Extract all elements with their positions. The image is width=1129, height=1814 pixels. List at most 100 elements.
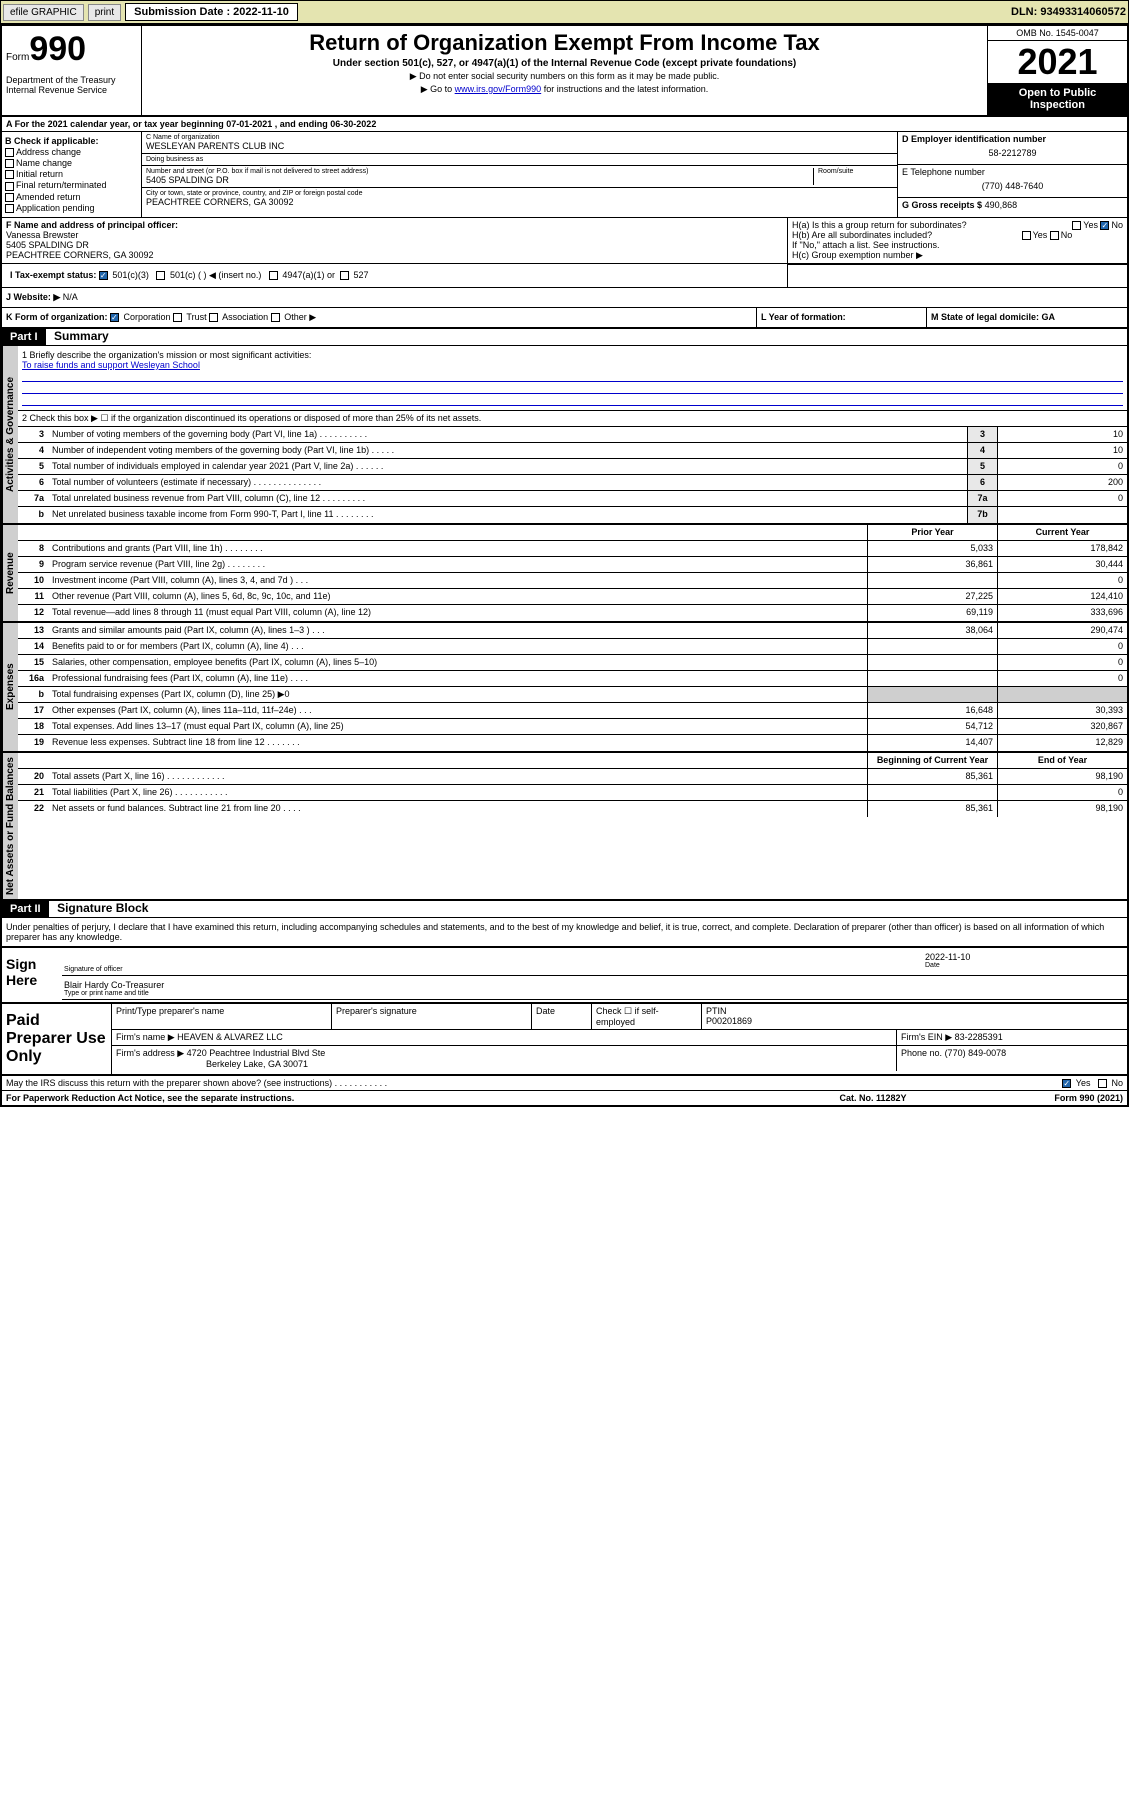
chk-ha-no[interactable]	[1100, 221, 1109, 230]
chk-corp[interactable]	[110, 313, 119, 322]
city-state-zip: PEACHTREE CORNERS, GA 30092	[146, 197, 893, 207]
col-b-check: B Check if applicable: Address change Na…	[2, 132, 142, 217]
row-a-tax-year: A For the 2021 calendar year, or tax yea…	[2, 117, 1127, 132]
chk-527[interactable]	[340, 271, 349, 280]
chk-app-pending[interactable]	[5, 204, 14, 213]
website-row: J Website: ▶ N/A	[2, 288, 1127, 308]
part1-badge: Part I	[2, 329, 46, 345]
sign-here-block: Sign Here Signature of officer 2022-11-1…	[2, 948, 1127, 1004]
summary-line: 15Salaries, other compensation, employee…	[18, 655, 1127, 671]
chk-4947[interactable]	[269, 271, 278, 280]
tax-year: 2021	[988, 41, 1127, 83]
section-bcd: B Check if applicable: Address change Na…	[2, 132, 1127, 218]
summary-line: 21Total liabilities (Part X, line 26) . …	[18, 785, 1127, 801]
part2-header-row: Part II Signature Block	[2, 901, 1127, 918]
summary-line: 8Contributions and grants (Part VIII, li…	[18, 541, 1127, 557]
mission-box: 1 Briefly describe the organization's mi…	[18, 346, 1127, 410]
open-public-badge: Open to Public Inspection	[988, 83, 1127, 115]
chk-discuss-yes[interactable]	[1062, 1079, 1071, 1088]
section-netassets: Net Assets or Fund Balances Beginning of…	[2, 753, 1127, 901]
summary-line: bTotal fundraising expenses (Part IX, co…	[18, 687, 1127, 703]
declaration: Under penalties of perjury, I declare th…	[2, 918, 1127, 948]
chk-501c[interactable]	[156, 271, 165, 280]
website-value: N/A	[63, 292, 78, 302]
summary-line: 14Benefits paid to or for members (Part …	[18, 639, 1127, 655]
summary-line: 20Total assets (Part X, line 16) . . . .…	[18, 769, 1127, 785]
form-990: Form990 Department of the Treasury Inter…	[0, 24, 1129, 1107]
officer-typed-name: Blair Hardy Co-Treasurer	[64, 980, 1125, 990]
mission-text: To raise funds and support Wesleyan Scho…	[22, 360, 1123, 370]
paid-preparer-label: Paid Preparer Use Only	[2, 1004, 112, 1074]
irs-discuss-row: May the IRS discuss this return with the…	[2, 1076, 1127, 1091]
form-number: 990	[29, 30, 86, 68]
col-c-org: C Name of organizationWESLEYAN PARENTS C…	[142, 132, 897, 217]
summary-line: 3Number of voting members of the governi…	[18, 427, 1127, 443]
part1-header-row: Part I Summary	[2, 329, 1127, 346]
paid-preparer-block: Paid Preparer Use Only Print/Type prepar…	[2, 1004, 1127, 1076]
section-expenses: Expenses 13Grants and similar amounts pa…	[2, 623, 1127, 753]
header-right: OMB No. 1545-0047 2021 Open to Public In…	[987, 26, 1127, 115]
chk-hb-no[interactable]	[1050, 231, 1059, 240]
chk-name-change[interactable]	[5, 159, 14, 168]
header-left: Form990 Department of the Treasury Inter…	[2, 26, 142, 115]
vert-expenses: Expenses	[2, 623, 18, 751]
irs-link[interactable]: www.irs.gov/Form990	[455, 84, 542, 94]
klm-row: K Form of organization: Corporation Trus…	[2, 308, 1127, 329]
chk-final-return[interactable]	[5, 182, 14, 191]
summary-line: 6Total number of volunteers (estimate if…	[18, 475, 1127, 491]
officer-name: Vanessa Brewster	[6, 230, 78, 240]
note-ssn: ▶ Do not enter social security numbers o…	[146, 71, 983, 82]
officer-addr1: 5405 SPALDING DR	[6, 240, 89, 250]
firm-name: HEAVEN & ALVAREZ LLC	[177, 1032, 283, 1042]
print-button[interactable]: print	[88, 4, 121, 21]
chk-address-change[interactable]	[5, 148, 14, 157]
street-address: 5405 SPALDING DR	[146, 175, 813, 185]
firm-addr2: Berkeley Lake, GA 30071	[206, 1059, 308, 1069]
efile-button[interactable]: efile GRAPHIC	[3, 4, 84, 21]
form-ref: Form 990 (2021)	[973, 1093, 1123, 1103]
summary-line: 11Other revenue (Part VIII, column (A), …	[18, 589, 1127, 605]
submission-date: Submission Date : 2022-11-10	[125, 3, 298, 21]
chk-hb-yes[interactable]	[1022, 231, 1031, 240]
chk-assoc[interactable]	[209, 313, 218, 322]
dln: DLN: 93493314060572	[1011, 6, 1126, 18]
vert-revenue: Revenue	[2, 525, 18, 621]
vert-governance: Activities & Governance	[2, 346, 18, 523]
footer-final: For Paperwork Reduction Act Notice, see …	[2, 1091, 1127, 1105]
topbar: efile GRAPHIC print Submission Date : 20…	[0, 0, 1129, 24]
chk-discuss-no[interactable]	[1098, 1079, 1107, 1088]
officer-addr2: PEACHTREE CORNERS, GA 30092	[6, 250, 154, 260]
form-subtitle: Under section 501(c), 527, or 4947(a)(1)…	[146, 58, 983, 69]
chk-other[interactable]	[271, 313, 280, 322]
firm-phone: (770) 849-0078	[945, 1048, 1007, 1058]
firm-ein: 83-2285391	[955, 1032, 1003, 1042]
row-f-h: F Name and address of principal officer:…	[2, 218, 1127, 264]
chk-ha-yes[interactable]	[1072, 221, 1081, 230]
omb-number: OMB No. 1545-0047	[988, 26, 1127, 41]
summary-line: 18Total expenses. Add lines 13–17 (must …	[18, 719, 1127, 735]
form-prefix: Form	[6, 52, 29, 63]
summary-line: 12Total revenue—add lines 8 through 11 (…	[18, 605, 1127, 621]
summary-line: 4Number of independent voting members of…	[18, 443, 1127, 459]
part1-title: Summary	[48, 327, 115, 345]
summary-line: 22Net assets or fund balances. Subtract …	[18, 801, 1127, 817]
gross-receipts: 490,868	[985, 200, 1018, 210]
sign-here-label: Sign Here	[2, 948, 62, 1002]
summary-line: 13Grants and similar amounts paid (Part …	[18, 623, 1127, 639]
summary-line: 5Total number of individuals employed in…	[18, 459, 1127, 475]
part2-title: Signature Block	[51, 899, 154, 917]
section-revenue: Revenue Prior YearCurrent Year 8Contribu…	[2, 525, 1127, 623]
chk-trust[interactable]	[173, 313, 182, 322]
summary-line: 7aTotal unrelated business revenue from …	[18, 491, 1127, 507]
row-i-j: I Tax-exempt status: 501(c)(3) 501(c) ( …	[2, 264, 1127, 288]
firm-addr1: 4720 Peachtree Industrial Blvd Ste	[187, 1048, 326, 1058]
chk-amended[interactable]	[5, 193, 14, 202]
part2-badge: Part II	[2, 901, 49, 917]
ptin: P00201869	[706, 1016, 1123, 1026]
ein-value: 58-2212789	[902, 144, 1123, 162]
chk-initial-return[interactable]	[5, 170, 14, 179]
summary-line: 10Investment income (Part VIII, column (…	[18, 573, 1127, 589]
chk-501c3[interactable]	[99, 271, 108, 280]
summary-line: 16aProfessional fundraising fees (Part I…	[18, 671, 1127, 687]
summary-line: 17Other expenses (Part IX, column (A), l…	[18, 703, 1127, 719]
